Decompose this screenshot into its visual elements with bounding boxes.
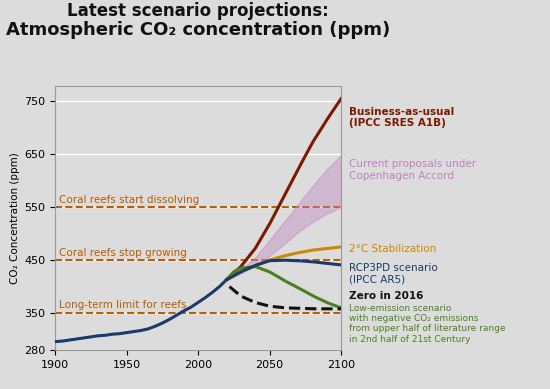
Text: 2°C Stabilization: 2°C Stabilization (349, 244, 437, 254)
Text: Low-emission scenario
with negative CO₂ emissions
from upper half of literature : Low-emission scenario with negative CO₂ … (349, 303, 506, 344)
Text: Coral reefs stop growing: Coral reefs stop growing (59, 247, 187, 258)
Text: Long-term limit for reefs: Long-term limit for reefs (59, 300, 187, 310)
Text: Business-as-usual
(IPCC SRES A1B): Business-as-usual (IPCC SRES A1B) (349, 107, 454, 128)
Text: Zero in 2016: Zero in 2016 (349, 291, 424, 301)
Text: RCP3PD scenario
(IPCC AR5): RCP3PD scenario (IPCC AR5) (349, 263, 438, 284)
Text: Current proposals under
Copenhagen Accord: Current proposals under Copenhagen Accor… (349, 159, 476, 181)
Y-axis label: CO₂ Concentration (ppm): CO₂ Concentration (ppm) (10, 152, 20, 284)
Text: Latest scenario projections:: Latest scenario projections: (67, 2, 329, 20)
Text: Coral reefs start dissolving: Coral reefs start dissolving (59, 194, 200, 205)
Text: Atmospheric CO₂ concentration (ppm): Atmospheric CO₂ concentration (ppm) (6, 21, 390, 39)
